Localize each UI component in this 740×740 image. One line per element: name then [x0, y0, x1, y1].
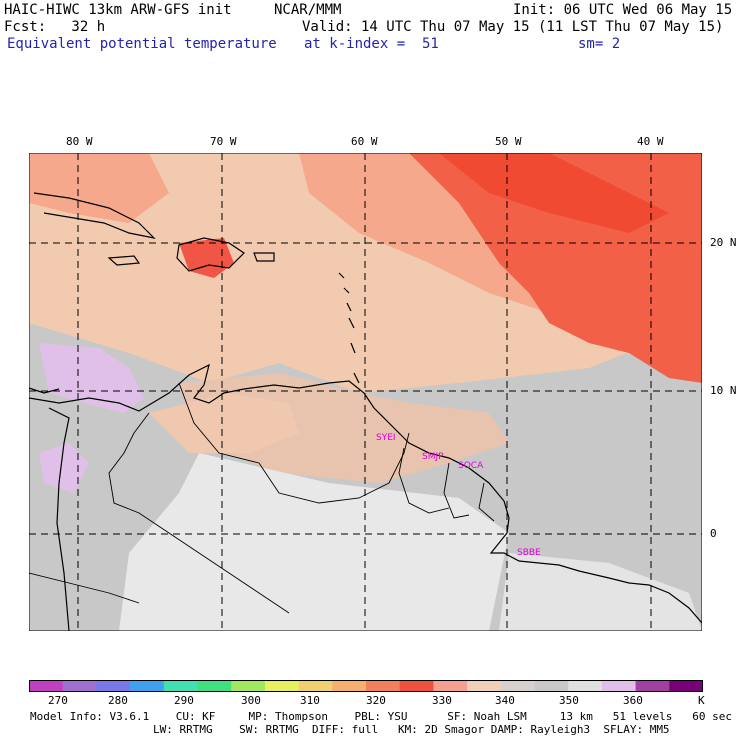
- station-sbbe: SBBE: [517, 548, 541, 558]
- border-ecuador: [29, 572, 140, 604]
- station-syei: SYEI: [376, 433, 396, 443]
- field-name: Equivalent potential temperature: [7, 36, 277, 52]
- border-venezuela: [178, 382, 410, 504]
- colorbar-segment: [467, 680, 502, 692]
- salmon-region-west: [29, 153, 169, 223]
- colorbar-segment: [62, 680, 97, 692]
- border-fguiana: [478, 482, 495, 522]
- colorbar-segment: [197, 680, 232, 692]
- colorbar-label-270: 270: [48, 694, 68, 707]
- colorbar-segment: [500, 680, 535, 692]
- lon-label-40w: 40 W: [637, 135, 664, 148]
- colorbar-frame: [29, 680, 703, 692]
- lavender-region-sw: [39, 443, 89, 493]
- lat-label-10n: 10 N: [710, 384, 737, 397]
- colorbar-segment: [366, 680, 401, 692]
- org-label: NCAR/MMM: [274, 2, 342, 18]
- pacific-coast: [48, 407, 70, 631]
- station-smjp: SMJP: [422, 452, 444, 462]
- lon-label-70w: 70 W: [210, 135, 237, 148]
- model-info-line2: LW: RRTMG SW: RRTMG DIFF: full KM: 2D Sm…: [153, 723, 670, 736]
- forecast-hour: Fcst: 32 h: [4, 19, 106, 35]
- colorbar-unit: K: [698, 694, 705, 707]
- colorbar-segment: [534, 680, 569, 692]
- border-colombia: [108, 412, 290, 614]
- lat-label-20n: 20 N: [710, 236, 737, 249]
- colorbar-label-340: 340: [495, 694, 515, 707]
- red-core: [439, 153, 669, 233]
- colorbar-label-330: 330: [432, 694, 452, 707]
- model-title: HAIC-HIWC 13km ARW-GFS init: [4, 2, 232, 18]
- colorbar-segment: [231, 680, 266, 692]
- jamaica-coast: [107, 255, 141, 266]
- colorbar-label-310: 310: [300, 694, 320, 707]
- colorbar-segment: [568, 680, 603, 692]
- border-guyana: [398, 447, 450, 514]
- colorbar-segment: [130, 680, 165, 692]
- station-soca: SOCA: [458, 461, 484, 471]
- init-time: Init: 06 UTC Wed 06 May 15: [513, 2, 733, 18]
- colorbar-label-350: 350: [559, 694, 579, 707]
- light-region-south: [119, 453, 509, 631]
- valid-time: Valid: 14 UTC Thu 07 May 15 (11 LST Thu …: [302, 19, 724, 35]
- lavender-region: [39, 343, 144, 413]
- colorbar-label-300: 300: [241, 694, 261, 707]
- theta-e-map: SYEI SMJP SOCA SBBE: [29, 153, 702, 631]
- lon-label-80w: 80 W: [66, 135, 93, 148]
- south-america-coast: [29, 363, 702, 624]
- panama-coast: [29, 387, 60, 394]
- colorbar-label-360: 360: [623, 694, 643, 707]
- colorbar-label-320: 320: [366, 694, 386, 707]
- colorbar-segment: [96, 680, 131, 692]
- colorbar-segment: [298, 680, 333, 692]
- color-bar: [29, 680, 703, 692]
- colorbar-segment: [332, 680, 367, 692]
- colorbar-segment: [163, 680, 198, 692]
- puerto-rico-coast: [253, 252, 275, 262]
- colorbar-segment: [635, 680, 670, 692]
- venezuela-warm: [149, 393, 299, 453]
- hispaniola-red: [179, 238, 234, 278]
- graticule: [29, 153, 702, 631]
- smoothing-label: sm= 2: [578, 36, 621, 52]
- colorbar-segment: [29, 680, 64, 692]
- border-suriname: [443, 462, 470, 519]
- lesser-antilles: [338, 272, 360, 384]
- colorbar-segment: [399, 680, 434, 692]
- coastlines: [29, 192, 702, 631]
- colorbar-label-280: 280: [108, 694, 128, 707]
- level-index: at k-index = 51: [304, 36, 439, 52]
- lon-label-60w: 60 W: [351, 135, 378, 148]
- colorbar-label-290: 290: [174, 694, 194, 707]
- colorbar-segment: [669, 680, 703, 692]
- cuba-coast: [33, 192, 156, 239]
- colorbar-segment: [264, 680, 300, 692]
- hispaniola-coast: [176, 237, 245, 272]
- lon-label-50w: 50 W: [495, 135, 522, 148]
- lat-label-0: 0: [710, 527, 717, 540]
- colorbar-segment: [433, 680, 468, 692]
- country-borders: [29, 382, 495, 614]
- model-info-line1: Model Info: V3.6.1 CU: KF MP: Thompson P…: [30, 710, 732, 723]
- colorbar-segment: [601, 680, 637, 692]
